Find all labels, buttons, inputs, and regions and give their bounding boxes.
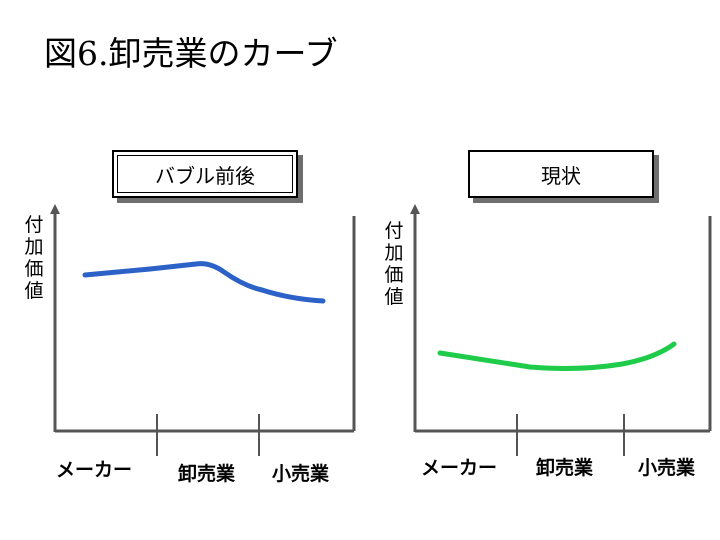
panel-right-stage-retail: 小売業 bbox=[638, 457, 696, 479]
panel-right-header: 現状 bbox=[468, 150, 659, 203]
panel-right-y-label: 付加価値 bbox=[384, 220, 404, 308]
panel-left-curve bbox=[82, 261, 326, 304]
panel-left-header: バブル前後 bbox=[112, 150, 303, 203]
panel-right-frame bbox=[410, 204, 712, 456]
panel-left-stage-retail: 小売業 bbox=[272, 463, 330, 485]
panel-left-y-arrow bbox=[50, 204, 60, 214]
panel-left-y-label: 付加価値 bbox=[24, 214, 44, 302]
slide-title: 図6.卸売業のカーブ bbox=[44, 34, 338, 73]
panel-right-curve bbox=[437, 341, 677, 371]
panel-left-stage-maker: メーカー bbox=[56, 459, 133, 481]
panel-right-stage-maker: メーカー bbox=[421, 457, 498, 479]
panel-left-header-label: バブル前後 bbox=[155, 163, 255, 188]
panel-left-frame bbox=[50, 204, 356, 456]
panel-left-stage-wholesale: 卸売業 bbox=[178, 463, 236, 485]
panel-right-stage-wholesale: 卸売業 bbox=[536, 457, 594, 479]
panel-right-header-label: 現状 bbox=[541, 163, 581, 188]
panel-right-y-arrow bbox=[410, 204, 420, 214]
